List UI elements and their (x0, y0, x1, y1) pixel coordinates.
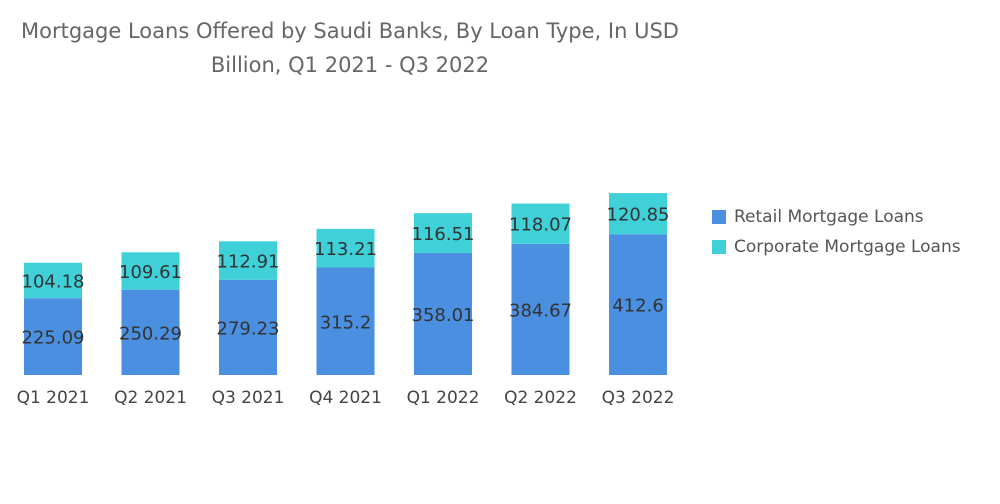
legend-item-corporate: Corporate Mortgage Loans (712, 232, 961, 262)
bar-corporate-5 (511, 203, 570, 244)
data-label-corporate-0: 104.18 (22, 271, 85, 292)
stacked-bar-chart: 225.09 104.18 Q1 2021 250.29 109.61 Q2 2021 27… (17, 193, 675, 408)
legend-swatch-corporate (712, 240, 726, 254)
bar-retail-6 (609, 234, 667, 375)
data-label-retail-1: 250.29 (119, 323, 182, 344)
x-tick-label-5: Q2 2022 (504, 388, 577, 408)
data-label-corporate-5: 118.07 (509, 215, 572, 236)
bar-retail-0 (24, 298, 82, 375)
x-tick-label-0: Q1 2021 (17, 388, 90, 408)
bar-corporate-4 (414, 213, 472, 253)
bar-corporate-6 (609, 193, 667, 235)
data-label-corporate-6: 120.85 (607, 205, 670, 226)
data-label-retail-3: 315.2 (320, 312, 372, 333)
bar-retail-1 (121, 289, 180, 375)
bar-retail-4 (414, 252, 472, 375)
data-label-corporate-3: 113.21 (314, 239, 377, 260)
legend-label-corporate: Corporate Mortgage Loans (734, 237, 961, 257)
x-tick-label-4: Q1 2022 (407, 388, 480, 408)
x-tick-label-3: Q4 2021 (309, 388, 382, 408)
data-label-retail-6: 412.6 (612, 296, 664, 317)
legend-swatch-retail (712, 210, 726, 224)
data-label-retail-2: 279.23 (217, 318, 280, 339)
data-label-corporate-1: 109.61 (119, 262, 182, 283)
chart-title-line1: Mortgage Loans Offered by Saudi Banks, B… (21, 19, 679, 43)
bar-retail-5 (511, 243, 570, 375)
data-label-retail-0: 225.09 (22, 328, 85, 349)
data-label-retail-4: 358.01 (412, 305, 475, 326)
x-tick-label-2: Q3 2021 (212, 388, 285, 408)
bar-corporate-2 (219, 241, 277, 280)
bar-retail-2 (219, 279, 277, 375)
bar-corporate-1 (121, 252, 180, 290)
chart-title: Mortgage Loans Offered by Saudi Banks, B… (0, 14, 700, 82)
x-tick-label-6: Q3 2022 (602, 388, 675, 408)
bar-corporate-0 (24, 262, 82, 299)
legend: Retail Mortgage Loans Corporate Mortgage… (712, 202, 961, 262)
x-tick-label-1: Q2 2021 (114, 388, 187, 408)
bar-retail-3 (316, 267, 375, 375)
bar-corporate-3 (316, 228, 375, 268)
legend-label-retail: Retail Mortgage Loans (734, 207, 924, 227)
data-label-corporate-4: 116.51 (412, 224, 475, 245)
data-label-corporate-2: 112.91 (217, 252, 280, 273)
legend-item-retail: Retail Mortgage Loans (712, 202, 961, 232)
chart-title-line2: Billion, Q1 2021 - Q3 2022 (210, 53, 490, 77)
data-label-retail-5: 384.67 (509, 300, 572, 321)
